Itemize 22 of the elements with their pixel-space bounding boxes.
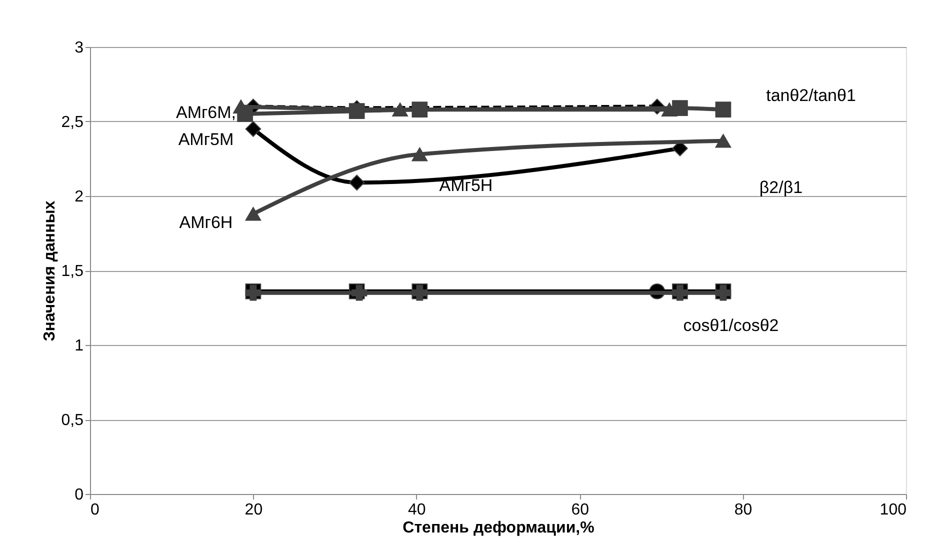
y-tick-label: 3	[74, 40, 84, 56]
annotation: АМг6М,	[176, 103, 236, 122]
y-axis-title: Значения данных	[41, 200, 58, 342]
x-tick-label: 80	[734, 502, 752, 518]
y-tick-label: 2,5	[61, 114, 84, 131]
x-tick-label: 40	[408, 502, 426, 518]
annotation: АМг5Н	[439, 176, 493, 195]
y-tick-label: 2	[74, 188, 84, 206]
annotation: β2/β1	[759, 178, 803, 197]
y-tick-label: 0	[74, 486, 84, 504]
x-tick-label: 0	[90, 502, 100, 518]
y-tick-label: 0,5	[61, 412, 84, 429]
annotation: АМг6Н	[179, 213, 233, 232]
y-tick-label: 1,5	[61, 263, 84, 280]
x-tick-label: 20	[244, 502, 263, 518]
annotation: tanθ2/tanθ1	[766, 86, 856, 105]
x-tick-label: 100	[880, 502, 907, 518]
x-tick-label: 60	[571, 502, 590, 518]
y-tick-label: 1	[74, 338, 84, 354]
annotation: АМг5М	[178, 130, 234, 149]
annotation: cosθ1/cosθ2	[683, 316, 779, 335]
x-axis-title: Степень деформации,%	[402, 520, 594, 536]
